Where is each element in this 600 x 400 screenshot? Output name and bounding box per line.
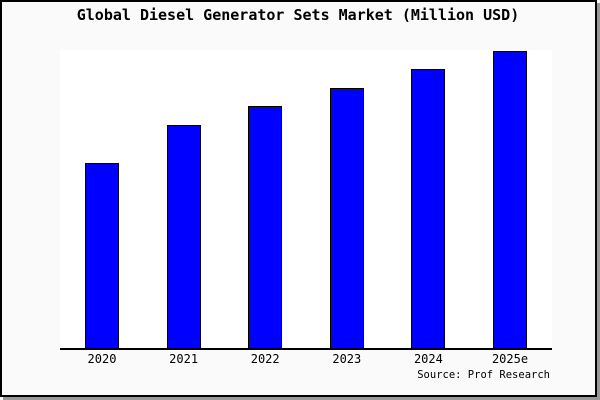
x-axis-label-2021: 2021 xyxy=(169,352,199,366)
chart-title: Global Diesel Generator Sets Market (Mil… xyxy=(76,6,520,24)
plot-area xyxy=(60,50,552,350)
source-credit: Source: Prof Research xyxy=(417,369,550,381)
x-axis-labels: 2020 2021 2022 2023 2024 2025e xyxy=(60,352,552,367)
x-axis-label-2020: 2020 xyxy=(87,352,117,366)
x-axis-label-2022: 2022 xyxy=(250,352,280,366)
bar-2020 xyxy=(85,162,119,350)
x-axis-label-2023: 2023 xyxy=(332,352,362,366)
bar-2021 xyxy=(166,125,201,350)
x-axis-line xyxy=(60,348,552,350)
x-axis-label-2025e: 2025e xyxy=(491,352,529,366)
bar-2025e xyxy=(493,51,527,350)
bar-2022 xyxy=(248,106,283,350)
bar-2023 xyxy=(329,87,364,350)
bar-2024 xyxy=(411,69,446,350)
x-axis-label-2024: 2024 xyxy=(413,352,443,366)
